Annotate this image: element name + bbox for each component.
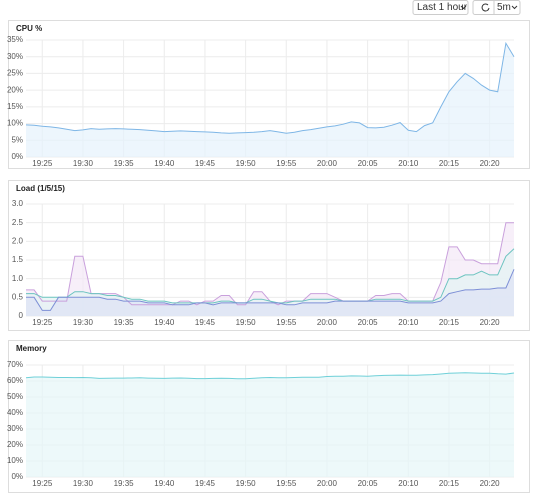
y-tick-label: 1.0 [12,274,24,283]
y-tick-label: 30% [7,52,23,61]
y-tick-label: 1.5 [12,255,24,264]
y-tick-label: 2.0 [12,236,24,245]
x-tick-label: 19:50 [236,479,257,488]
y-tick-label: 0 [19,311,24,320]
x-tick-label: 19:25 [32,479,53,488]
x-tick-label: 19:45 [195,159,216,168]
x-tick-label: 20:10 [398,479,419,488]
panel-title: Load (1/5/15) [16,184,65,193]
x-tick-label: 19:25 [32,159,53,168]
x-tick-label: 20:05 [358,479,379,488]
x-tick-label: 19:25 [32,318,53,327]
y-tick-label: 2.5 [12,218,24,227]
y-tick-label: 10% [7,119,23,128]
y-tick-label: 25% [7,69,23,78]
line [25,372,515,380]
x-tick-label: 20:20 [480,479,501,488]
x-tick-label: 20:15 [439,318,460,327]
y-tick-label: 3.0 [12,199,24,208]
line [26,269,515,311]
x-tick-label: 20:00 [317,159,338,168]
area [26,372,514,477]
y-tick-label: 20% [7,440,23,449]
y-tick-label: 50% [7,392,23,401]
x-tick-label: 19:40 [154,318,175,327]
x-tick-label: 19:55 [276,318,297,327]
x-tick-label: 19:30 [73,159,94,168]
y-tick-label: 60% [7,376,23,385]
x-tick-label: 20:05 [358,159,379,168]
x-tick-label: 19:30 [73,479,94,488]
x-tick-label: 19:45 [195,318,216,327]
line [25,41,515,134]
refresh-icon [481,3,490,12]
x-tick-label: 20:10 [398,318,419,327]
x-tick-label: 19:40 [154,159,175,168]
x-tick-label: 19:35 [114,318,135,327]
x-tick-label: 20:00 [317,318,338,327]
x-tick-label: 19:35 [114,479,135,488]
x-tick-label: 20:05 [358,318,379,327]
x-tick-label: 19:55 [276,159,297,168]
refresh-interval[interactable]: 5m [497,2,511,13]
x-tick-label: 20:15 [439,479,460,488]
panel-title: CPU % [16,24,42,33]
time-range[interactable]: Last 1 hour [417,2,468,13]
x-tick-label: 20:10 [398,159,419,168]
y-tick-label: 40% [7,408,23,417]
panel-title: Memory [16,344,47,353]
chevron [460,5,467,10]
y-tick-label: 30% [7,424,23,433]
y-tick-label: 20% [7,85,23,94]
y-tick-label: 0% [11,472,23,481]
y-tick-label: 0.5 [12,292,24,301]
x-tick-label: 19:40 [154,479,175,488]
area [26,43,514,157]
x-tick-label: 19:55 [276,479,297,488]
x-tick-label: 19:35 [114,159,135,168]
y-tick-label: 5% [11,135,23,144]
x-tick-label: 20:00 [317,479,338,488]
y-tick-label: 70% [7,360,23,369]
y-tick-label: 10% [7,456,23,465]
x-tick-label: 19:45 [195,479,216,488]
y-tick-label: 15% [7,102,23,111]
time-range-button[interactable] [412,0,469,15]
x-tick-label: 20:20 [480,318,501,327]
x-tick-label: 19:50 [236,159,257,168]
line [26,248,515,304]
x-tick-label: 20:20 [480,159,501,168]
y-tick-label: 35% [7,35,23,44]
x-tick-label: 19:30 [73,318,94,327]
y-tick-label: 0% [11,152,23,161]
x-tick-label: 20:15 [439,159,460,168]
x-tick-label: 19:50 [236,318,257,327]
chevron [511,5,518,10]
